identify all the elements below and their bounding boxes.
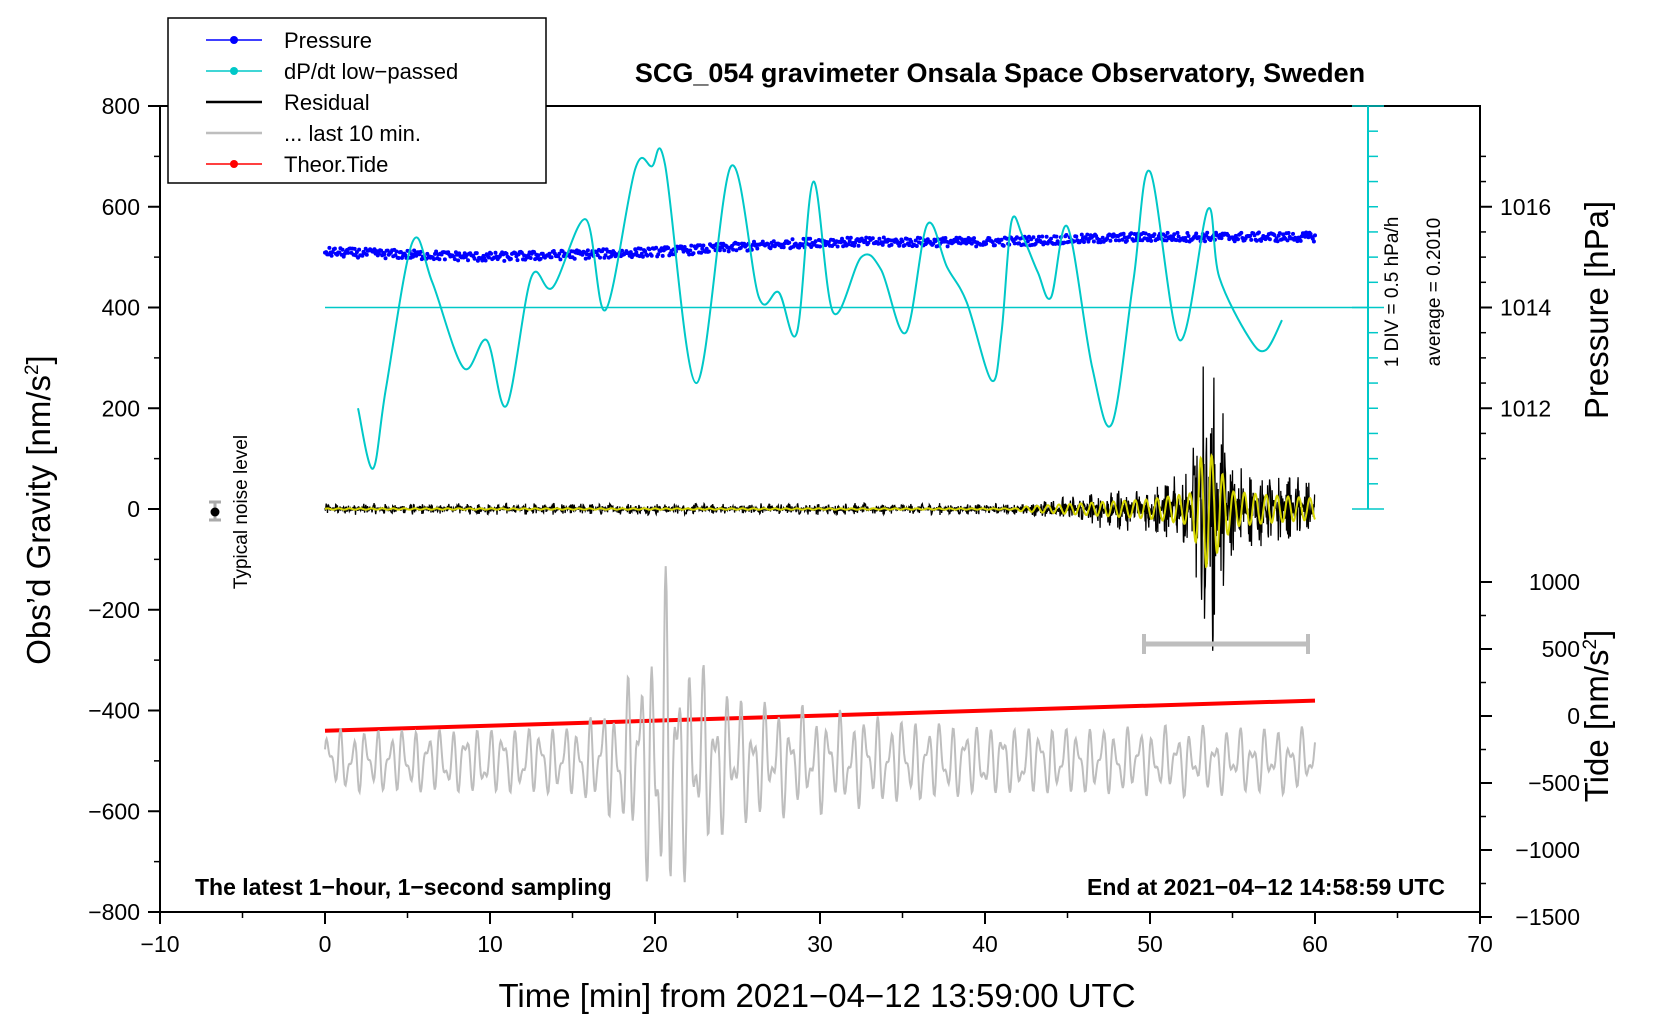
average-label: average = 0.2010 xyxy=(1424,218,1445,366)
legend-marker xyxy=(230,67,238,75)
legend-label: Theor.Tide xyxy=(284,152,388,177)
dpdt-scale-bar xyxy=(325,105,1384,510)
x-tick-label: 10 xyxy=(477,931,503,957)
tide-tick-label: −500 xyxy=(1528,770,1580,796)
last-10-min-series xyxy=(324,566,1316,883)
y-axis-left-label: Obs’d Gravity [nm/s2] xyxy=(20,355,57,664)
legend-label: ... last 10 min. xyxy=(284,121,421,146)
x-tick-label: −10 xyxy=(140,931,179,957)
x-tick-label: 70 xyxy=(1467,931,1493,957)
chart-title: SCG_054 gravimeter Onsala Space Observat… xyxy=(635,58,1365,88)
legend: Pressure dP/dt low−passed Residual ... last… xyxy=(167,17,547,184)
pressure-axis-ticks: 1016 1014 1012 xyxy=(1480,155,1551,460)
x-tick-label: 60 xyxy=(1302,931,1328,957)
pressure-dots xyxy=(323,230,1318,263)
pressure-axis-label: Pressure [hPa] xyxy=(1578,201,1615,419)
last-10-min-line xyxy=(324,566,1316,883)
last-10-min-window xyxy=(1142,634,1310,654)
y-tick-label: −200 xyxy=(88,597,140,623)
sampling-note: The latest 1−hour, 1−second sampling xyxy=(195,874,612,900)
pressure-tick-label: 1014 xyxy=(1500,295,1551,321)
legend-marker xyxy=(230,36,238,44)
tide-tick-label: −1500 xyxy=(1515,904,1580,930)
y-tick-label: 200 xyxy=(102,395,140,421)
legend-label: Pressure xyxy=(284,28,372,53)
pressure-series xyxy=(323,230,1318,263)
x-axis-ticks: −10 0 10 20 30 40 50 60 70 xyxy=(140,912,1493,957)
theor-tide-series xyxy=(324,698,1316,733)
residual-filtered-line xyxy=(324,453,1316,569)
tide-tick-label: 0 xyxy=(1567,703,1580,729)
x-tick-label: 30 xyxy=(807,931,833,957)
x-tick-label: 20 xyxy=(642,931,668,957)
tide-tick-label: −1000 xyxy=(1515,837,1580,863)
y-tick-label: 600 xyxy=(102,194,140,220)
pressure-tick-label: 1012 xyxy=(1500,395,1551,421)
end-time-note: End at 2021−04−12 14:58:59 UTC xyxy=(1087,874,1445,900)
theor-tide-line xyxy=(324,698,1316,733)
y-tick-label: −800 xyxy=(88,899,140,925)
y-tick-label: −600 xyxy=(88,798,140,824)
residual-series xyxy=(324,366,1316,651)
x-tick-label: 0 xyxy=(319,931,332,957)
y-tick-label: 0 xyxy=(127,496,140,522)
legend-label: Residual xyxy=(284,90,370,115)
x-tick-label: 50 xyxy=(1137,931,1163,957)
div-label: 1 DIV = 0.5 hPa/h xyxy=(1382,217,1403,368)
dpdt-line xyxy=(357,147,1283,470)
y-axis-left-ticks: 800 600 400 200 0 −200 −400 −600 −800 xyxy=(88,93,160,925)
x-tick-label: 40 xyxy=(972,931,998,957)
y-tick-label: −400 xyxy=(88,698,140,724)
y-tick-label: 400 xyxy=(102,295,140,321)
tide-tick-label: 500 xyxy=(1542,636,1580,662)
noise-level-marker xyxy=(209,500,221,522)
dpdt-lowpassed-series xyxy=(357,147,1283,470)
tide-tick-label: 1000 xyxy=(1529,569,1580,595)
noise-level-label: Typical noise level xyxy=(231,435,252,589)
legend-marker xyxy=(230,160,238,168)
tide-axis-label: Tide [nm/s2] xyxy=(1578,630,1615,803)
tide-axis-ticks: 1000 500 0 −500 −1000 −1500 xyxy=(1480,569,1580,930)
pressure-tick-label: 1016 xyxy=(1500,194,1551,220)
x-axis-label: Time [min] from 2021−04−12 13:59:00 UTC xyxy=(498,977,1135,1014)
y-tick-label: 800 xyxy=(102,93,140,119)
legend-label: dP/dt low−passed xyxy=(284,59,458,84)
